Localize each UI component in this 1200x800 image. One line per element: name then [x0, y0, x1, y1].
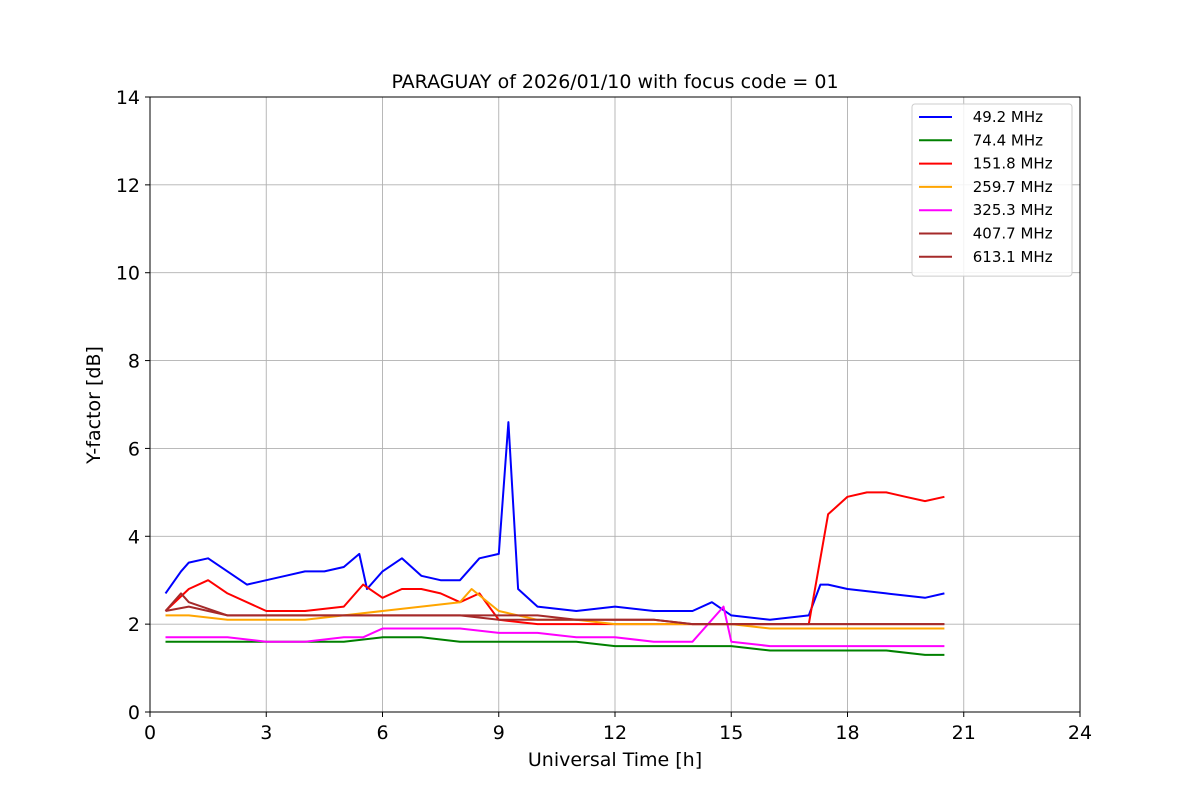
- legend-label: 613.1 MHz: [968, 248, 1053, 266]
- x-tick-label: 3: [260, 722, 272, 744]
- x-tick-label: 18: [835, 722, 859, 744]
- series-layer: [164, 421, 945, 656]
- series-line: [164, 491, 945, 626]
- x-tick-label: 0: [144, 722, 156, 744]
- x-axis: 0 3 6 9 12 15 18 21 24: [144, 712, 1092, 744]
- y-tick-label: 8: [128, 351, 140, 373]
- series-line: [164, 592, 945, 626]
- y-tick-label: 12: [116, 175, 140, 197]
- x-tick-label: 9: [493, 722, 505, 744]
- x-tick-label: 6: [376, 722, 388, 744]
- y-axis: 0 2 4 6 8 10 12 14: [116, 87, 150, 724]
- series-line: [164, 421, 945, 621]
- y-tick-label: 10: [116, 263, 140, 285]
- y-tick-label: 14: [116, 87, 140, 109]
- y-tick-label: 0: [128, 702, 140, 724]
- legend-label: 259.7 MHz: [968, 178, 1053, 196]
- legend-label: 151.8 MHz: [968, 155, 1053, 173]
- x-tick-label: 15: [719, 722, 743, 744]
- y-tick-label: 4: [128, 526, 140, 548]
- y-tick-label: 2: [128, 614, 140, 636]
- x-tick-label: 12: [603, 722, 627, 744]
- y-tick-label: 6: [128, 438, 140, 460]
- x-tick-label: 21: [952, 722, 976, 744]
- x-axis-label: Universal Time [h]: [528, 749, 702, 771]
- x-tick-label: 24: [1068, 722, 1092, 744]
- series-line: [165, 605, 945, 648]
- legend-label: 325.3 MHz: [968, 201, 1053, 219]
- legend-label: 407.7 MHz: [968, 225, 1053, 243]
- chart-title: PARAGUAY of 2026/01/10 with focus code =…: [391, 71, 838, 93]
- legend-label: 49.2 MHz: [968, 108, 1043, 126]
- legend: 49.2 MHz 74.4 MHz 151.8 MHz 259.7 MHz 32…: [911, 103, 1073, 277]
- y-axis-label: Y-factor [dB]: [83, 346, 105, 465]
- legend-label: 74.4 MHz: [968, 131, 1043, 149]
